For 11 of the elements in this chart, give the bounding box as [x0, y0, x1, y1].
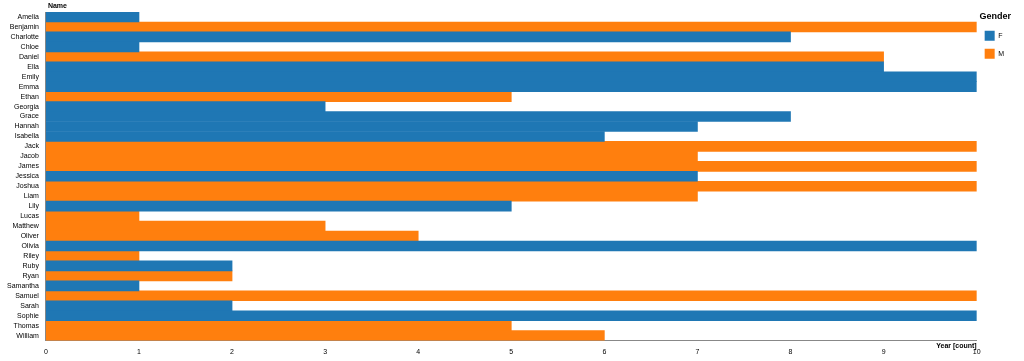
- bar: [45, 240, 977, 252]
- bar: [45, 280, 140, 292]
- bar: [45, 260, 233, 272]
- bar: [45, 250, 140, 262]
- legend-title: Gender: [979, 10, 1012, 21]
- bar: [45, 270, 233, 282]
- bar: [45, 200, 512, 212]
- bar: [45, 12, 140, 23]
- bar: [45, 170, 698, 182]
- bar: [45, 290, 977, 302]
- bar: [45, 21, 977, 33]
